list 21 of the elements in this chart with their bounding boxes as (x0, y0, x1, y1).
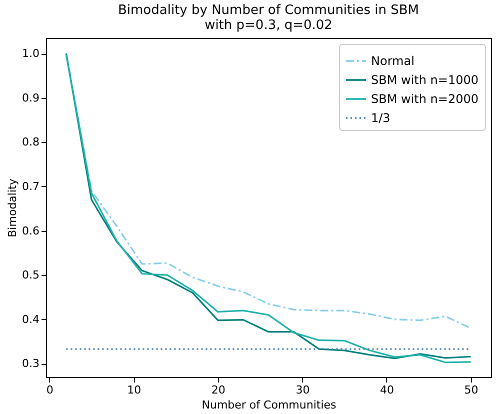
x-axis-title: Number of Communities (202, 398, 337, 412)
chart-title: Bimodality by Number of Communities in SBM with p=0.3, q=0.02 (118, 3, 420, 33)
x-tick-label: 50 (464, 384, 478, 396)
legend-label: SBM with n=1000 (371, 73, 478, 87)
x-tick-label: 0 (46, 384, 54, 396)
legend-label: Normal (371, 54, 414, 68)
y-tick-label: 0.9 (22, 91, 40, 104)
x-tick-label: 30 (296, 384, 310, 396)
legend-label: 1/3 (371, 111, 390, 125)
y-tick-label: 0.6 (22, 224, 40, 238)
y-tick-label: 0.3 (22, 357, 40, 370)
y-tick-label: 0.5 (22, 268, 40, 282)
y-axis-title: Bimodality (6, 178, 20, 238)
y-tick-label: 0.7 (22, 180, 40, 193)
x-tick-label: 10 (127, 384, 142, 396)
x-tick-label: 40 (380, 384, 394, 396)
y-tick-label: 1.0 (22, 47, 40, 60)
x-tick-label: 20 (211, 384, 226, 396)
legend-label: SBM with n=2000 (371, 92, 478, 106)
y-tick-label: 0.4 (22, 312, 40, 326)
y-tick-label: 0.8 (22, 136, 40, 149)
